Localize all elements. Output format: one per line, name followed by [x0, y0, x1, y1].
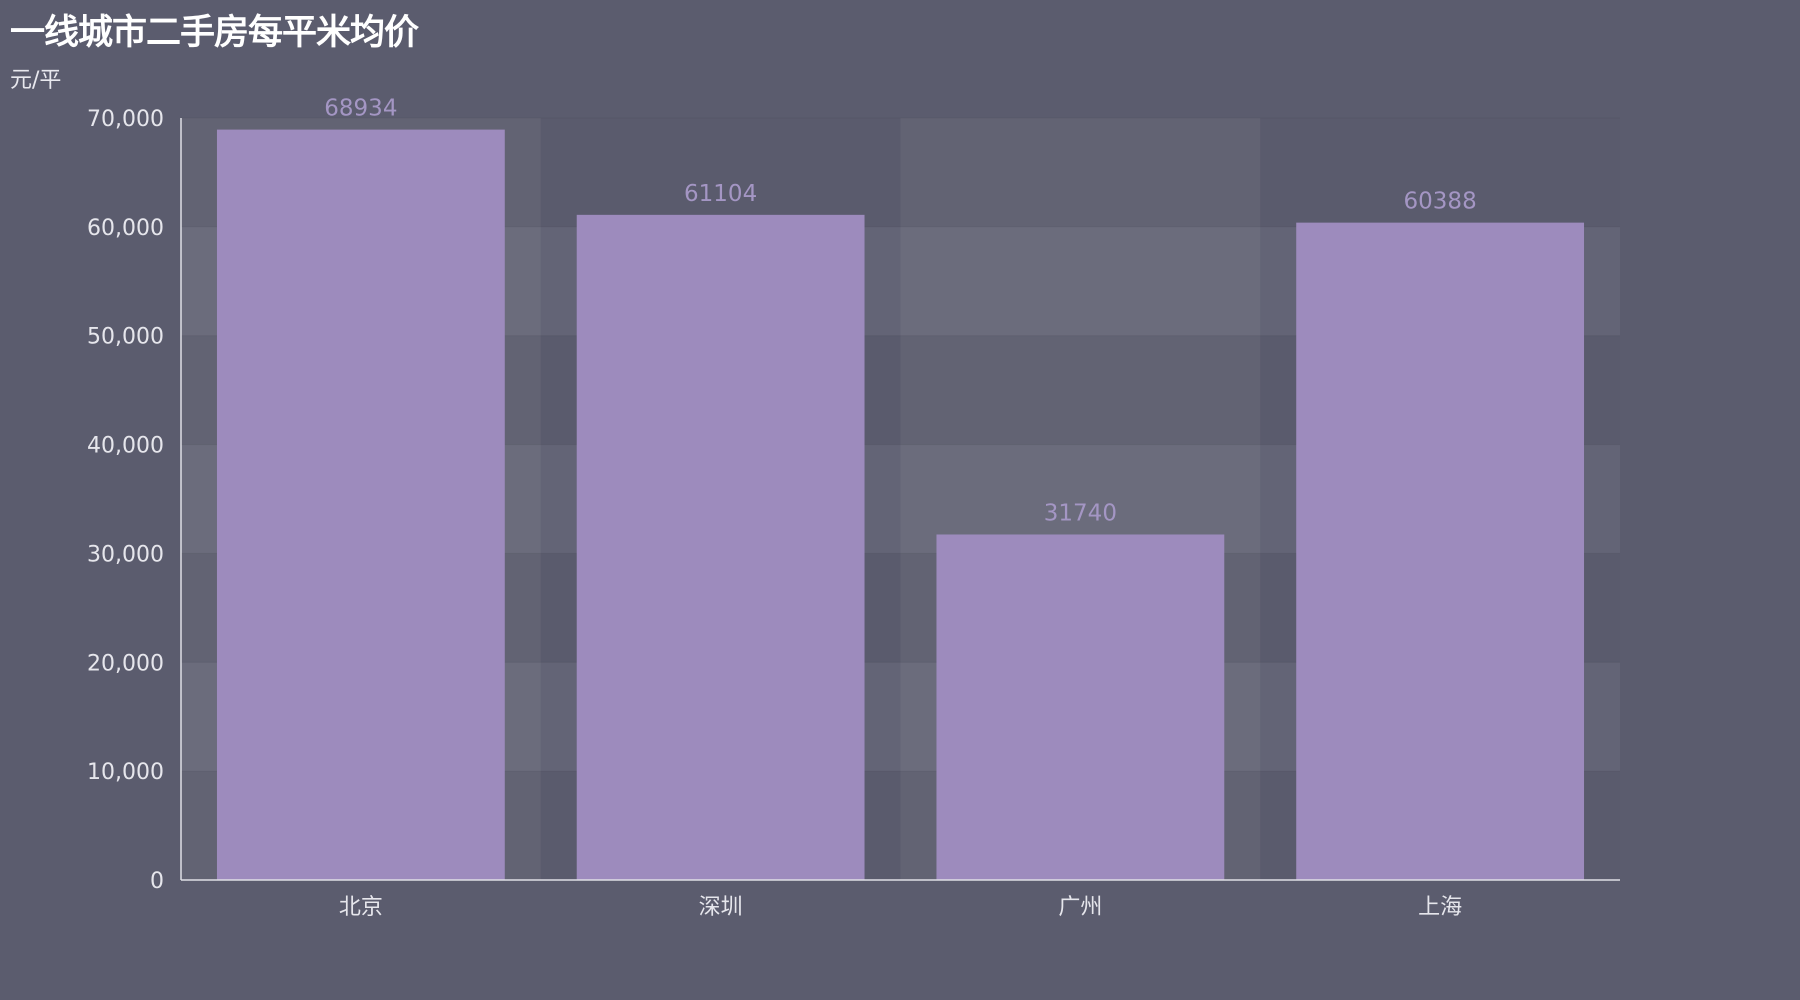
chart-title: 一线城市二手房每平米均价: [10, 13, 419, 53]
y-tick-label: 20,000: [87, 651, 164, 676]
bar-深圳: [576, 214, 865, 881]
y-tick-label: 40,000: [87, 434, 164, 459]
y-tick-label: 0: [150, 869, 164, 894]
bar-value-labels: 68934 61104 31740 60388: [324, 96, 1476, 527]
y-tick-label: 10,000: [87, 760, 164, 785]
data-label: 60388: [1404, 189, 1477, 215]
data-label: 61104: [684, 181, 757, 207]
bar-北京: [216, 129, 505, 880]
x-tick-label: 深圳: [699, 895, 743, 920]
y-axis-unit-label: 元/平: [10, 68, 62, 93]
x-tick-label: 北京: [339, 895, 383, 920]
y-tick-label: 30,000: [87, 542, 164, 567]
y-tick-label: 60,000: [87, 216, 164, 241]
bar-上海: [1296, 222, 1585, 880]
y-axis-ticks: 0 10,000 20,000 30,000 40,000 50,000 60,000 70,…: [87, 107, 164, 894]
x-tick-label: 广州: [1058, 895, 1102, 920]
bars: [216, 129, 1585, 881]
x-axis-ticks: 北京 深圳 广州 上海: [339, 895, 1462, 920]
data-label: 68934: [324, 96, 397, 122]
y-tick-label: 50,000: [87, 325, 164, 350]
bar-广州: [936, 534, 1225, 880]
x-tick-label: 上海: [1418, 895, 1462, 920]
axes: [180, 118, 1620, 881]
y-tick-label: 70,000: [87, 107, 164, 132]
data-label: 31740: [1044, 500, 1117, 526]
